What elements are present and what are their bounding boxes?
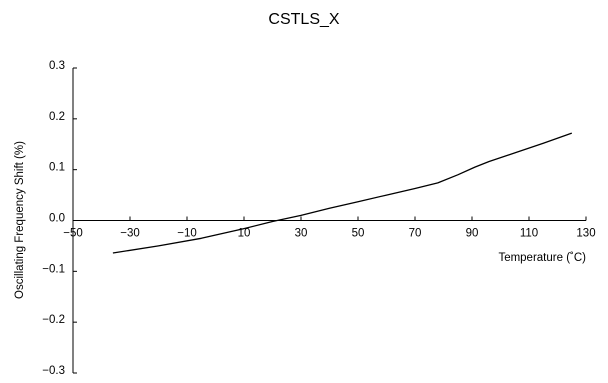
y-tick-label: −0.3 [42,365,65,377]
x-tick-label: 130 [576,228,595,240]
y-tick-label: 0.2 [49,111,65,123]
series-group [112,132,573,254]
y-axis-ticks: 0.3 0.2 0.1 0.0 −0.1 −0.2 −0.3 [42,60,77,377]
x-tick-label: −50 [63,228,83,240]
y-tick-label: 0.3 [49,60,65,72]
y-tick-label: 0.1 [49,162,65,174]
x-tick-label: 50 [352,228,365,240]
x-tick-label: 110 [520,228,538,240]
y-tick-label: −0.1 [42,263,65,275]
x-tick-label: 30 [295,228,308,240]
x-tick-label: −10 [177,228,197,240]
y-tick-label: −0.2 [42,314,65,326]
x-tick-label: 90 [466,228,479,240]
series-line [112,132,573,254]
x-tick-label: 10 [238,228,251,240]
y-tick-label: 0.0 [49,213,65,225]
x-axis-label: Temperature (˚C) [498,252,586,264]
y-axis-label: Oscillating Frequency Shift (%) [14,141,26,299]
x-tick-label: 70 [409,228,422,240]
x-axis-ticks: −50 −30 −10 10 30 50 70 90 110 130 [63,216,596,240]
axes [72,68,586,373]
chart-title: CSTLS_X [268,11,339,28]
x-tick-label: −30 [120,228,140,240]
